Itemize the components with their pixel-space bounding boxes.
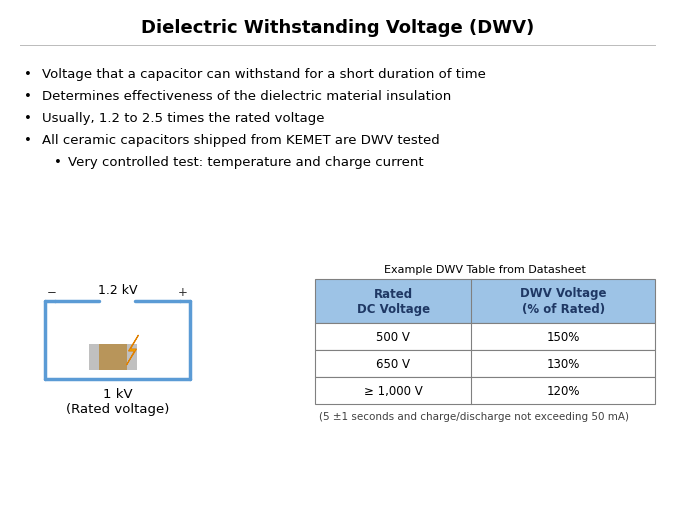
Bar xyxy=(315,323,655,350)
Text: •: • xyxy=(24,112,32,125)
Text: 130%: 130% xyxy=(547,358,580,370)
Text: •: • xyxy=(24,134,32,147)
Text: Usually, 1.2 to 2.5 times the rated voltage: Usually, 1.2 to 2.5 times the rated volt… xyxy=(42,112,325,125)
Bar xyxy=(88,344,99,370)
Bar xyxy=(126,344,136,370)
Text: Determines effectiveness of the dielectric material insulation: Determines effectiveness of the dielectr… xyxy=(42,90,452,103)
Text: 120%: 120% xyxy=(547,384,580,397)
Text: 500 V: 500 V xyxy=(376,330,410,343)
Text: •: • xyxy=(54,156,62,169)
Text: ≥ 1,000 V: ≥ 1,000 V xyxy=(364,384,423,397)
Text: (5 ±1 seconds and charge/discharge not exceeding 50 mA): (5 ±1 seconds and charge/discharge not e… xyxy=(319,411,629,421)
Text: 650 V: 650 V xyxy=(376,358,410,370)
Text: •: • xyxy=(24,90,32,103)
Text: −: − xyxy=(47,285,57,298)
Bar xyxy=(315,377,655,404)
Bar xyxy=(99,344,126,370)
Bar xyxy=(315,350,655,377)
Polygon shape xyxy=(126,335,138,365)
Text: 150%: 150% xyxy=(547,330,580,343)
Bar xyxy=(88,344,136,370)
Text: Very controlled test: temperature and charge current: Very controlled test: temperature and ch… xyxy=(68,156,424,169)
Text: •: • xyxy=(24,68,32,81)
Text: Dielectric Withstanding Voltage (DWV): Dielectric Withstanding Voltage (DWV) xyxy=(141,19,534,37)
Text: 1 kV
(Rated voltage): 1 kV (Rated voltage) xyxy=(65,387,169,415)
Text: 1.2 kV: 1.2 kV xyxy=(98,283,137,296)
Text: DWV Voltage
(% of Rated): DWV Voltage (% of Rated) xyxy=(520,287,606,316)
Text: All ceramic capacitors shipped from KEMET are DWV tested: All ceramic capacitors shipped from KEME… xyxy=(42,134,439,147)
Text: Example DWV Table from Datasheet: Example DWV Table from Datasheet xyxy=(384,265,586,274)
Text: Voltage that a capacitor can withstand for a short duration of time: Voltage that a capacitor can withstand f… xyxy=(42,68,486,81)
Text: Rated
DC Voltage: Rated DC Voltage xyxy=(356,287,430,316)
Bar xyxy=(315,279,655,323)
Text: +: + xyxy=(178,285,188,298)
